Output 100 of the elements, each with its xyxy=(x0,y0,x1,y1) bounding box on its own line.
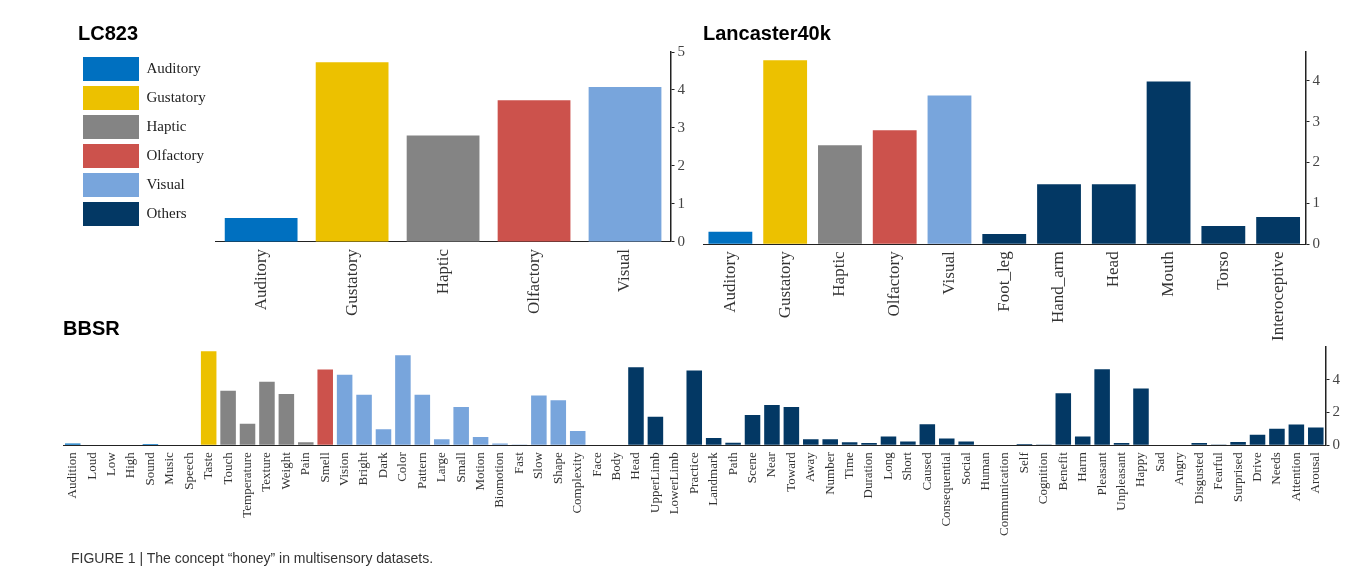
x-tick-label: Olfactory xyxy=(884,250,904,317)
bar xyxy=(375,429,392,445)
x-tick-label: Color xyxy=(394,451,410,482)
x-tick-label: Gustatory xyxy=(774,250,794,319)
bar xyxy=(239,423,256,445)
bar xyxy=(708,231,753,244)
y-tick-label: 0 xyxy=(1332,436,1340,453)
x-tick-label: Speech xyxy=(180,451,196,490)
x-tick-label: Motion xyxy=(472,451,488,491)
bar xyxy=(628,367,644,445)
bar xyxy=(764,404,780,445)
legend-label: Haptic xyxy=(146,117,187,134)
bar xyxy=(531,395,547,445)
x-tick-label: Visual xyxy=(614,248,634,293)
bar xyxy=(900,441,916,445)
x-tick-label: Pattern xyxy=(413,451,429,490)
x-tick-label: Bright xyxy=(355,451,371,486)
legend-label: Auditory xyxy=(146,59,202,76)
bar xyxy=(1256,216,1301,244)
y-tick-label: 4 xyxy=(1332,370,1341,387)
x-tick-label: Sad xyxy=(1151,451,1167,472)
x-tick-label: Visual xyxy=(938,251,958,295)
y-tick-label: 3 xyxy=(677,118,685,135)
bar xyxy=(298,442,314,445)
x-tick-label: Touch xyxy=(219,451,235,485)
bar xyxy=(1269,428,1285,445)
y-tick-label: 2 xyxy=(1312,153,1320,170)
x-tick-label: Complexity xyxy=(569,451,585,514)
x-tick-label: Music xyxy=(161,452,177,485)
chart-title: BBSR xyxy=(63,316,121,339)
y-tick-label: 3 xyxy=(1312,112,1320,129)
x-tick-label: Unpleasant xyxy=(1112,451,1128,511)
x-tick-label: Audition xyxy=(64,451,80,499)
bar xyxy=(433,439,450,445)
x-tick-label: Haptic xyxy=(432,248,452,295)
bar xyxy=(880,436,897,445)
x-tick-label: Loud xyxy=(83,451,99,480)
x-tick-label: Face xyxy=(588,452,604,477)
x-tick-label: Consequential xyxy=(938,451,954,527)
bar xyxy=(927,95,972,244)
bar xyxy=(1288,424,1305,445)
x-tick-label: Gustatory xyxy=(341,248,361,316)
x-tick-label: Away xyxy=(802,451,818,483)
x-tick-label: Body xyxy=(607,451,623,481)
x-tick-label: Long xyxy=(879,451,895,480)
x-tick-label: Short xyxy=(899,451,915,481)
x-tick-label: Human xyxy=(977,451,993,491)
x-tick-label: Taste xyxy=(200,452,216,480)
bar xyxy=(919,424,936,445)
x-tick-label: Low xyxy=(102,451,118,477)
bar xyxy=(818,145,862,244)
x-tick-label: Benefit xyxy=(1054,451,1070,491)
bar xyxy=(686,370,703,445)
x-tick-label: High xyxy=(122,451,138,479)
x-tick-label: Happy xyxy=(1132,451,1148,487)
bar xyxy=(1055,393,1072,445)
x-tick-label: Self xyxy=(1015,451,1031,474)
y-tick-label: 1 xyxy=(1312,194,1320,211)
bar xyxy=(822,439,838,445)
x-tick-label: Small xyxy=(452,451,468,483)
bar xyxy=(1249,434,1266,445)
bar xyxy=(472,436,489,445)
x-tick-label: Temperature xyxy=(238,452,254,518)
caption: FIGURE 1 | The concept “honey” in multisensory datasets. xyxy=(71,550,435,566)
y-tick-label: 5 xyxy=(677,42,685,59)
x-tick-label: LowerLimb xyxy=(666,452,682,515)
x-tick-label: Weight xyxy=(277,451,293,490)
x-tick-label: Biomotion xyxy=(491,451,507,508)
legend-label: Visual xyxy=(146,175,185,192)
bar xyxy=(938,438,955,445)
x-tick-label: Arousal xyxy=(1307,451,1323,494)
bar xyxy=(1037,184,1081,244)
x-tick-label: Harm xyxy=(1074,452,1090,482)
chart-title: Lancaster40k xyxy=(703,21,832,44)
x-tick-label: Angry xyxy=(1171,451,1187,486)
x-tick-label: Drive xyxy=(1248,452,1264,482)
bar xyxy=(259,381,275,445)
bar xyxy=(278,393,295,445)
x-tick-label: Olfactory xyxy=(523,248,543,315)
x-tick-label: Haptic xyxy=(829,250,849,297)
x-tick-label: Landmark xyxy=(705,451,721,506)
x-tick-label: Head xyxy=(1103,250,1123,288)
bar xyxy=(982,234,1027,244)
x-tick-label: Pain xyxy=(297,451,313,476)
x-tick-label: Auditory xyxy=(719,250,739,313)
bar xyxy=(872,130,917,244)
x-tick-label: Foot_leg xyxy=(993,250,1013,312)
bar xyxy=(200,351,217,445)
x-tick-label: Cognition xyxy=(1035,451,1051,505)
y-tick-label: 4 xyxy=(677,80,686,97)
bar xyxy=(1133,388,1149,445)
bar xyxy=(550,400,567,445)
bar xyxy=(803,439,819,445)
y-tick-label: 1 xyxy=(677,194,685,211)
bar xyxy=(763,60,808,244)
x-tick-label: Mouth xyxy=(1158,250,1178,297)
x-tick-label: Toward xyxy=(782,451,798,492)
x-tick-label: UpperLimb xyxy=(646,452,662,513)
x-tick-label: Fast xyxy=(510,451,526,474)
x-tick-label: Disgusted xyxy=(1190,451,1206,505)
